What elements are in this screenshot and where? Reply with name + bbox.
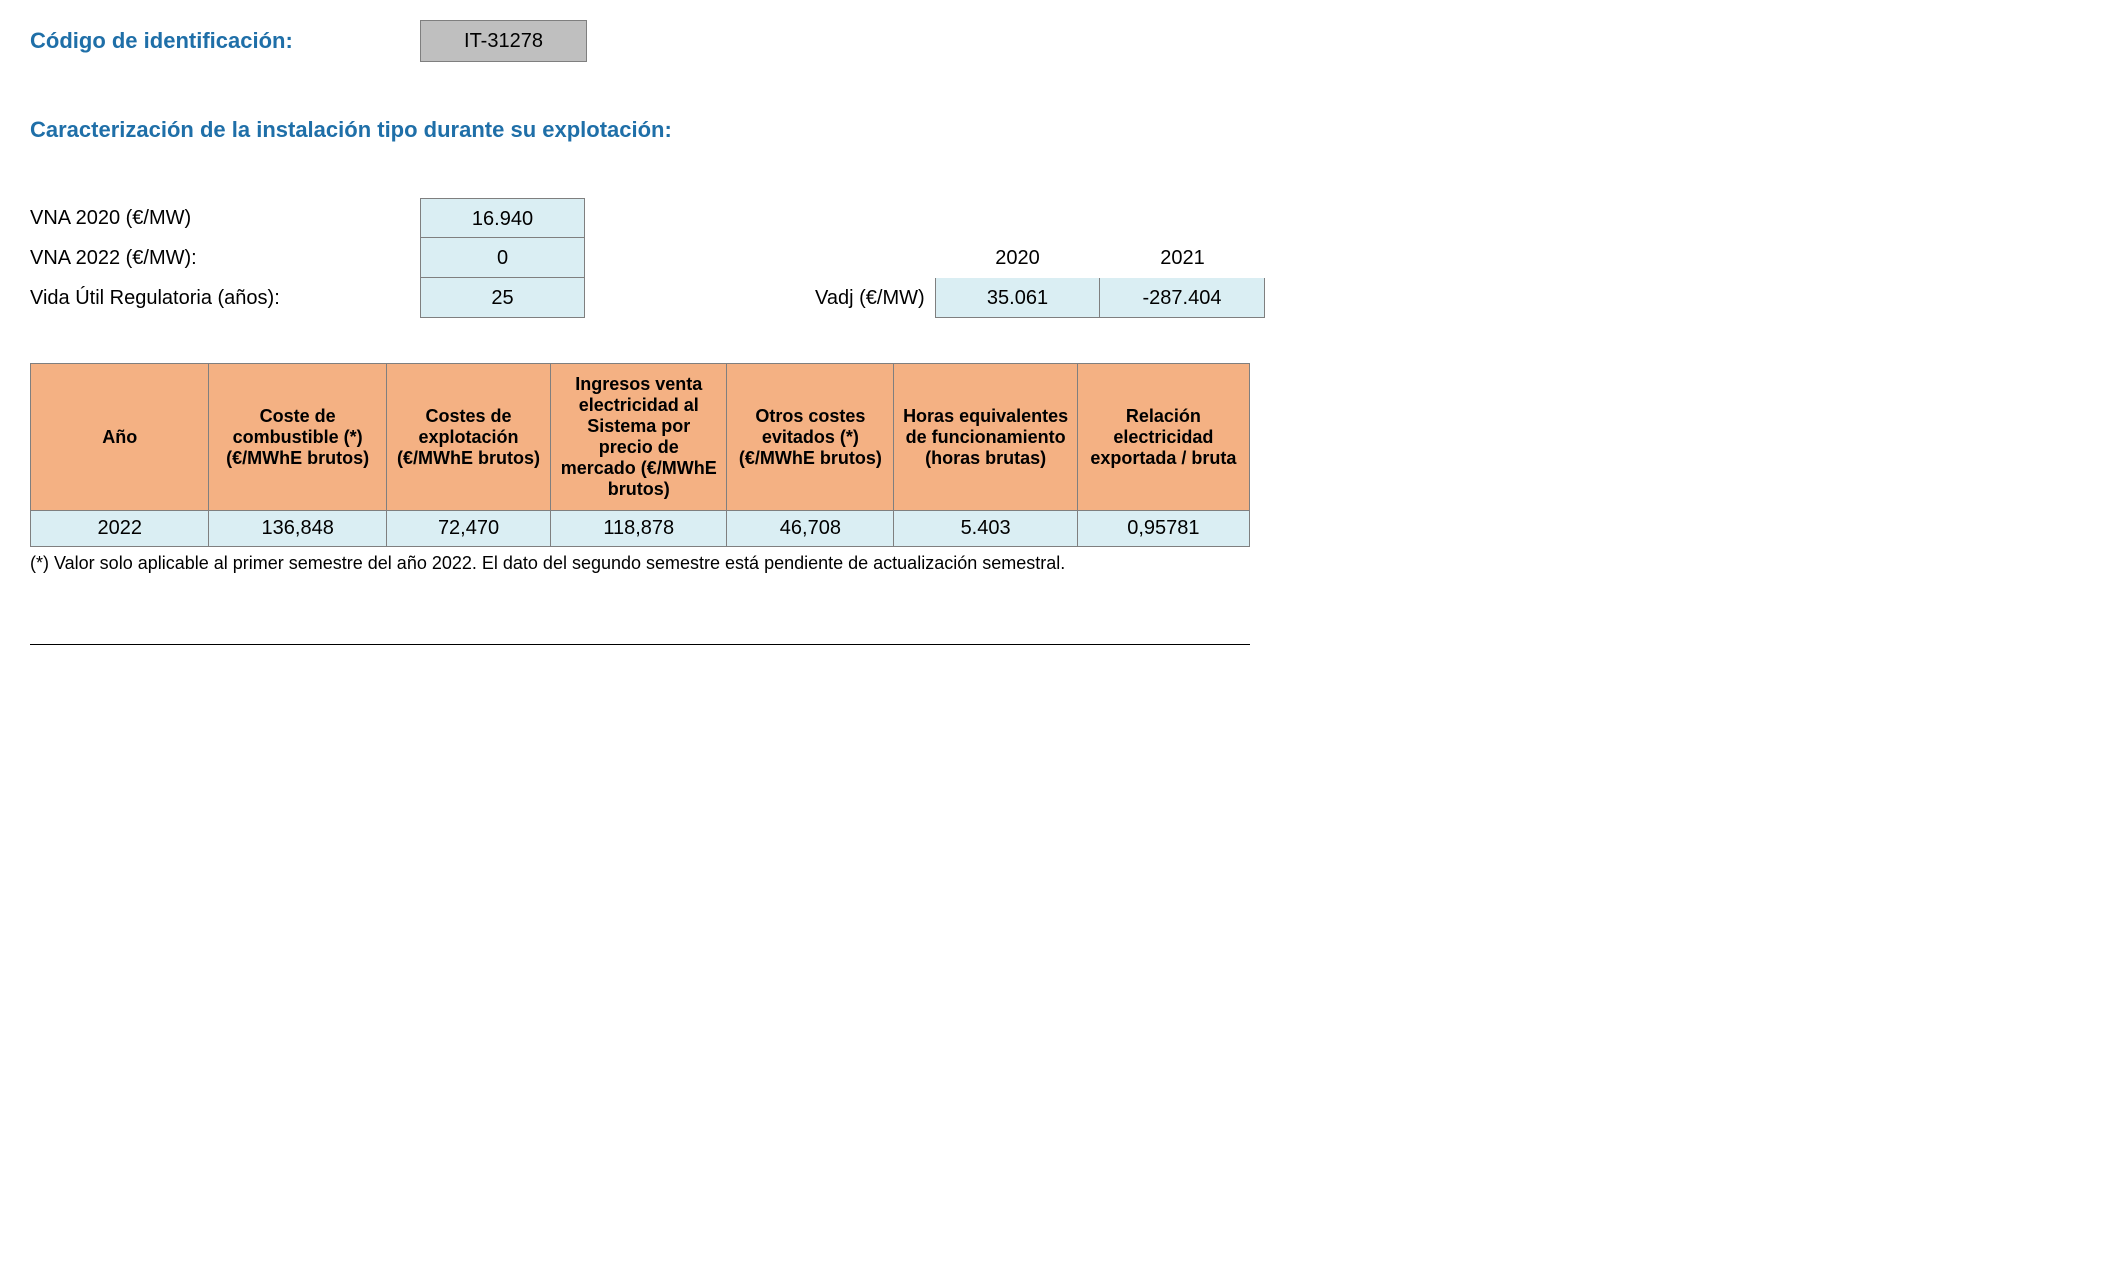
vna2022-label: VNA 2022 (€/MW): [30, 247, 420, 270]
vadj-value-1: -287.404 [1100, 278, 1265, 318]
table-cell: 118,878 [551, 511, 727, 547]
vadj-year-0: 2020 [935, 247, 1100, 270]
vadj-label: Vadj (€/MW) [815, 287, 935, 310]
params-block: VNA 2020 (€/MW) 16.940 VNA 2022 (€/MW): … [30, 198, 2096, 318]
code-label: Código de identificación: [30, 28, 420, 54]
vna2022-row: VNA 2022 (€/MW): 0 2020 2021 [30, 238, 2096, 278]
table-cell: 46,708 [727, 511, 894, 547]
vadj-year-1: 2021 [1100, 247, 1265, 270]
vna2020-label: VNA 2020 (€/MW) [30, 207, 420, 230]
table-cell: 2022 [31, 511, 209, 547]
table-cell: 0,95781 [1077, 511, 1249, 547]
table-col-5: Horas equivalentes de funcionamiento (ho… [894, 364, 1077, 511]
table-body: 2022136,84872,470118,87846,7085.4030,957… [31, 511, 1250, 547]
vna2022-value: 0 [420, 238, 585, 278]
table-col-2: Costes de explotación (€/MWhE brutos) [386, 364, 550, 511]
table-header-row: AñoCoste de combustible (*) (€/MWhE brut… [31, 364, 1250, 511]
table-row: 2022136,84872,470118,87846,7085.4030,957… [31, 511, 1250, 547]
table-cell: 5.403 [894, 511, 1077, 547]
life-label: Vida Útil Regulatoria (años): [30, 287, 420, 310]
life-row: Vida Útil Regulatoria (años): 25 Vadj (€… [30, 278, 2096, 318]
vna2020-value: 16.940 [420, 198, 585, 238]
table-cell: 136,848 [209, 511, 386, 547]
table-cell: 72,470 [386, 511, 550, 547]
vadj-value-0: 35.061 [935, 278, 1100, 318]
footnote: (*) Valor solo aplicable al primer semes… [30, 553, 2096, 574]
life-value: 25 [420, 278, 585, 318]
section-title: Caracterización de la instalación tipo d… [30, 117, 2096, 143]
table-col-4: Otros costes evitados (*) (€/MWhE brutos… [727, 364, 894, 511]
separator [30, 644, 1250, 645]
table-col-1: Coste de combustible (*) (€/MWhE brutos) [209, 364, 386, 511]
main-table: AñoCoste de combustible (*) (€/MWhE brut… [30, 363, 1250, 547]
vna2020-row: VNA 2020 (€/MW) 16.940 [30, 198, 2096, 238]
table-col-0: Año [31, 364, 209, 511]
table-col-3: Ingresos venta electricidad al Sistema p… [551, 364, 727, 511]
code-row: Código de identificación: IT-31278 [30, 20, 2096, 62]
code-value: IT-31278 [420, 20, 587, 62]
table-col-6: Relación electricidad exportada / bruta [1077, 364, 1249, 511]
